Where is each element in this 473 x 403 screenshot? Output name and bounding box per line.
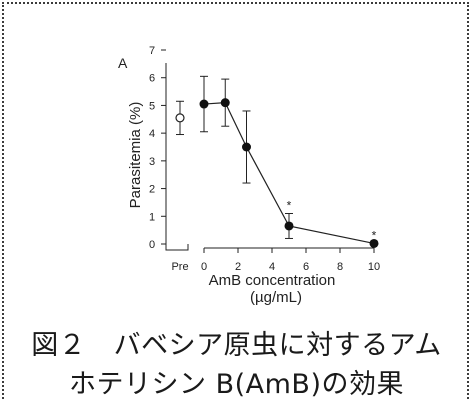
x-axis-pre-bracket [165, 244, 189, 251]
data-point [242, 142, 251, 152]
y-tick-label: 3 [149, 156, 155, 168]
x-tick-label: 4 [269, 261, 275, 273]
x-tick-label: 0 [201, 261, 207, 273]
y-tick-label: 1 [149, 211, 155, 223]
x-ticks: 0 2 4 6 8 10 [201, 248, 380, 273]
series-amb: ** [199, 75, 379, 248]
x-tick-label: 2 [235, 261, 241, 273]
y-ticks: 0 1 2 3 4 5 6 7 [149, 45, 166, 251]
pre-point [175, 113, 185, 123]
significance-marker: * [287, 199, 292, 213]
x-axis-unit: (µg/mL) [250, 289, 302, 306]
y-tick-label: 2 [149, 184, 155, 196]
x-tick-label: 8 [337, 261, 343, 273]
data-point [369, 238, 379, 248]
pre-tick-label: Pre [171, 261, 188, 273]
x-tick-label: 10 [368, 261, 380, 273]
y-axis-title: Parasitemia (%) [127, 102, 144, 209]
parasitemia-chart: A Parasitemia (%) 0 1 2 3 4 5 6 7 0 2 4 6 8 10 Pre A… [118, 45, 380, 306]
y-tick-label: 0 [149, 239, 155, 251]
y-tick-label: 5 [149, 100, 155, 112]
y-tick-label: 6 [149, 73, 155, 85]
x-tick-label: 6 [303, 261, 309, 273]
x-axis-title: AmB concentration [209, 272, 336, 289]
caption-line-2: ホテリシン B(AmB)の効果 [69, 369, 404, 400]
panel-label: A [118, 55, 128, 71]
significance-marker: * [372, 228, 377, 242]
data-point [220, 98, 230, 108]
caption-line-1: 図２ バベシア原虫に対するアム [31, 330, 442, 361]
data-point [284, 221, 294, 231]
data-point [199, 99, 209, 109]
pre-series [175, 100, 185, 136]
dotted-frame [2, 2, 469, 399]
y-tick-label: 7 [149, 45, 155, 57]
y-tick-label: 4 [149, 128, 155, 140]
